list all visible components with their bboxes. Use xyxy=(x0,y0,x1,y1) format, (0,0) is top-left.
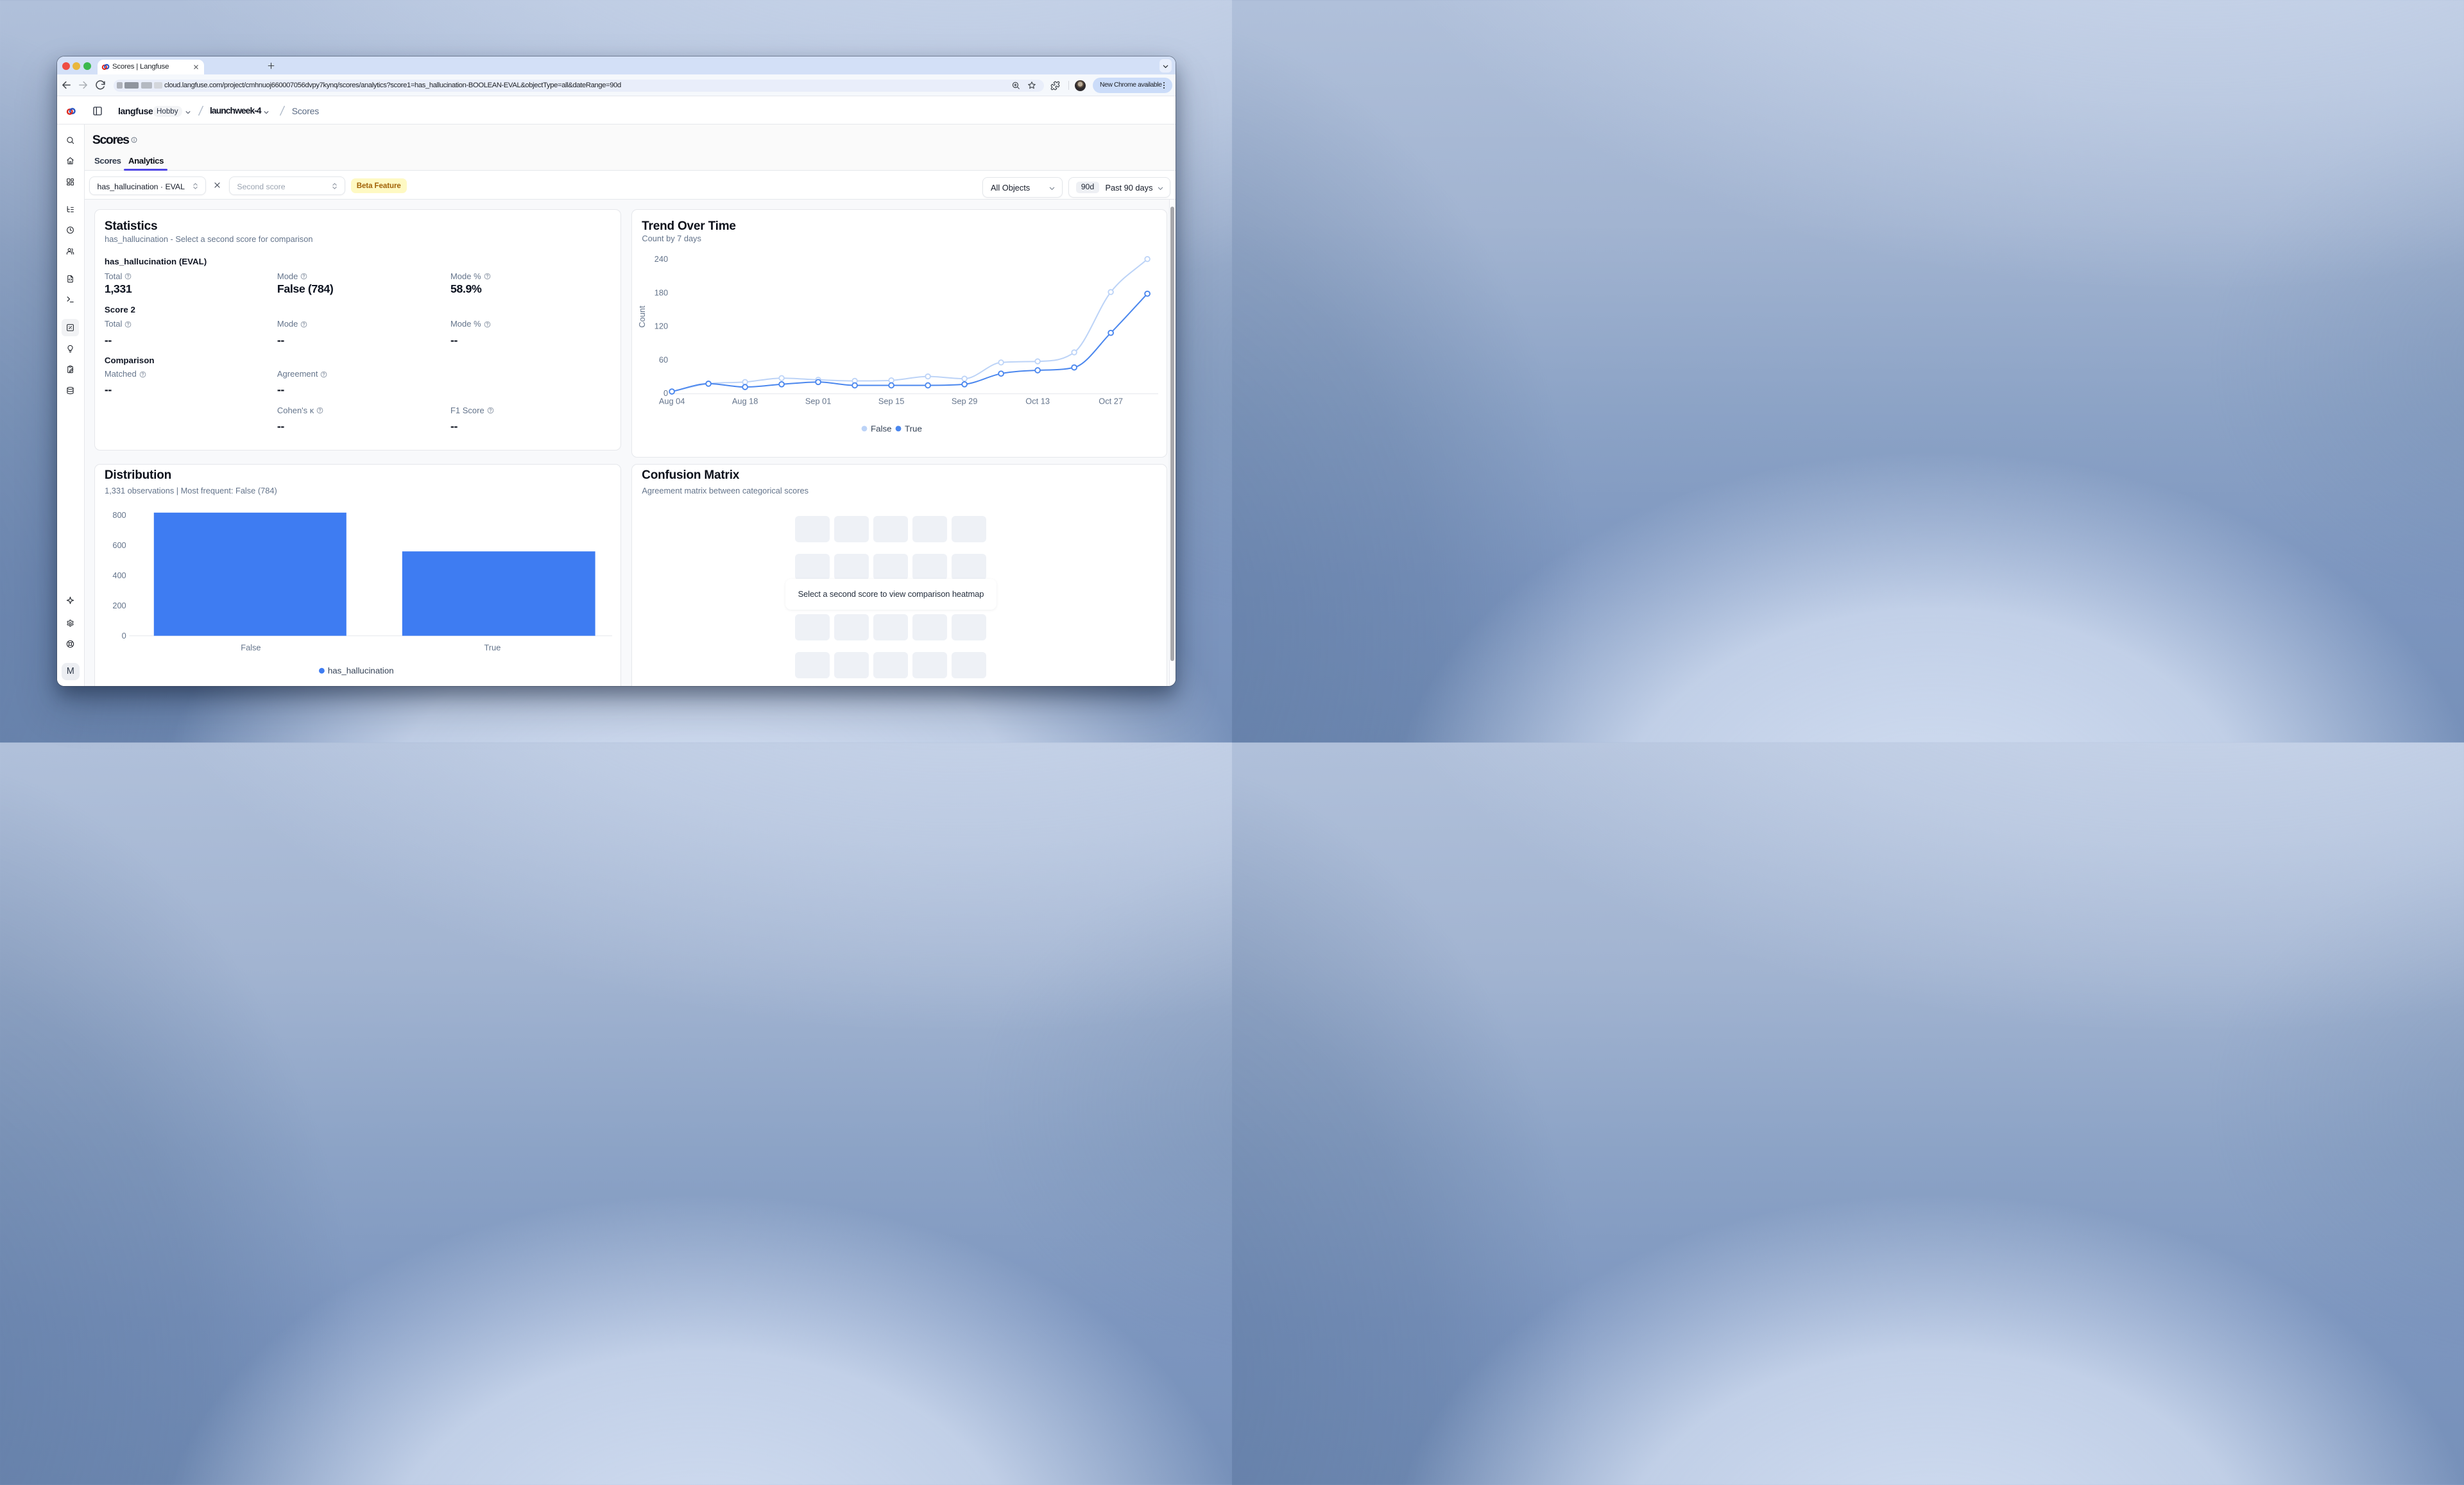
svg-text:200: 200 xyxy=(112,601,126,610)
svg-text:120: 120 xyxy=(654,322,668,331)
svg-text:has_hallucination: has_hallucination xyxy=(327,666,393,676)
svg-text:60: 60 xyxy=(659,355,668,365)
svg-text:Count: Count xyxy=(637,305,647,328)
svg-text:Aug 04: Aug 04 xyxy=(659,396,685,406)
svg-text:Sep 29: Sep 29 xyxy=(952,396,978,406)
svg-text:Sep 01: Sep 01 xyxy=(805,396,832,406)
svg-text:400: 400 xyxy=(112,571,126,580)
svg-text:0: 0 xyxy=(121,631,126,640)
svg-text:True: True xyxy=(905,424,922,433)
svg-text:Oct 13: Oct 13 xyxy=(1025,396,1050,406)
svg-text:Sep 15: Sep 15 xyxy=(878,396,905,406)
svg-text:Aug 18: Aug 18 xyxy=(732,396,758,406)
svg-text:Oct 27: Oct 27 xyxy=(1099,396,1123,406)
svg-text:180: 180 xyxy=(654,288,668,297)
svg-text:240: 240 xyxy=(654,254,668,264)
svg-text:600: 600 xyxy=(112,540,126,550)
svg-text:0: 0 xyxy=(663,388,668,398)
svg-text:800: 800 xyxy=(112,510,126,520)
svg-text:True: True xyxy=(484,643,501,653)
svg-text:False: False xyxy=(241,643,261,653)
svg-text:False: False xyxy=(871,424,892,433)
